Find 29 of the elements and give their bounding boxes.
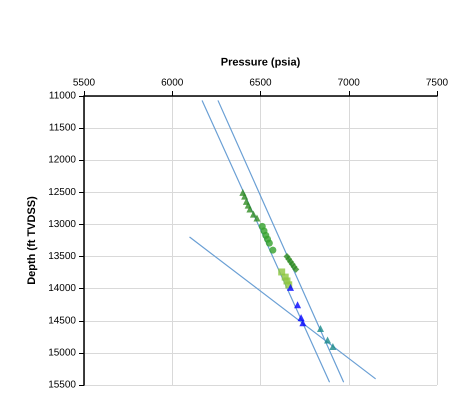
point: [329, 342, 336, 350]
y-tick-label: 12500: [48, 186, 76, 198]
y-tick-label: 15500: [48, 380, 76, 390]
point: [269, 246, 276, 254]
y-tick-label: 14000: [48, 283, 76, 294]
y-tick-label: 11000: [48, 90, 76, 102]
point: [317, 324, 324, 332]
x-tick-label: 7500: [426, 78, 449, 88]
x-tick-label: 6000: [161, 78, 184, 88]
y-tick-label: 13500: [48, 251, 76, 262]
point: [287, 284, 294, 291]
x-tick-label: 5500: [72, 78, 96, 88]
x-axis-title: Pressure (psia): [220, 56, 301, 68]
point: [266, 240, 273, 247]
point: [294, 301, 302, 308]
point: [292, 266, 300, 273]
y-axis-title: Depth (ft TVDSS): [26, 196, 38, 285]
point: [324, 336, 332, 344]
point: [299, 319, 306, 326]
point: [250, 210, 257, 218]
y-tick-label: 15000: [48, 347, 76, 358]
x-tick-label: 7000: [338, 78, 360, 88]
y-tick-label: 14500: [48, 315, 76, 326]
x-tick-label: 6500: [249, 78, 272, 88]
y-tick-label: 12000: [48, 154, 76, 166]
y-tick-label: 13000: [48, 218, 76, 230]
point: [253, 214, 260, 222]
y-tick-label: 11500: [48, 122, 76, 134]
point: [246, 206, 254, 213]
